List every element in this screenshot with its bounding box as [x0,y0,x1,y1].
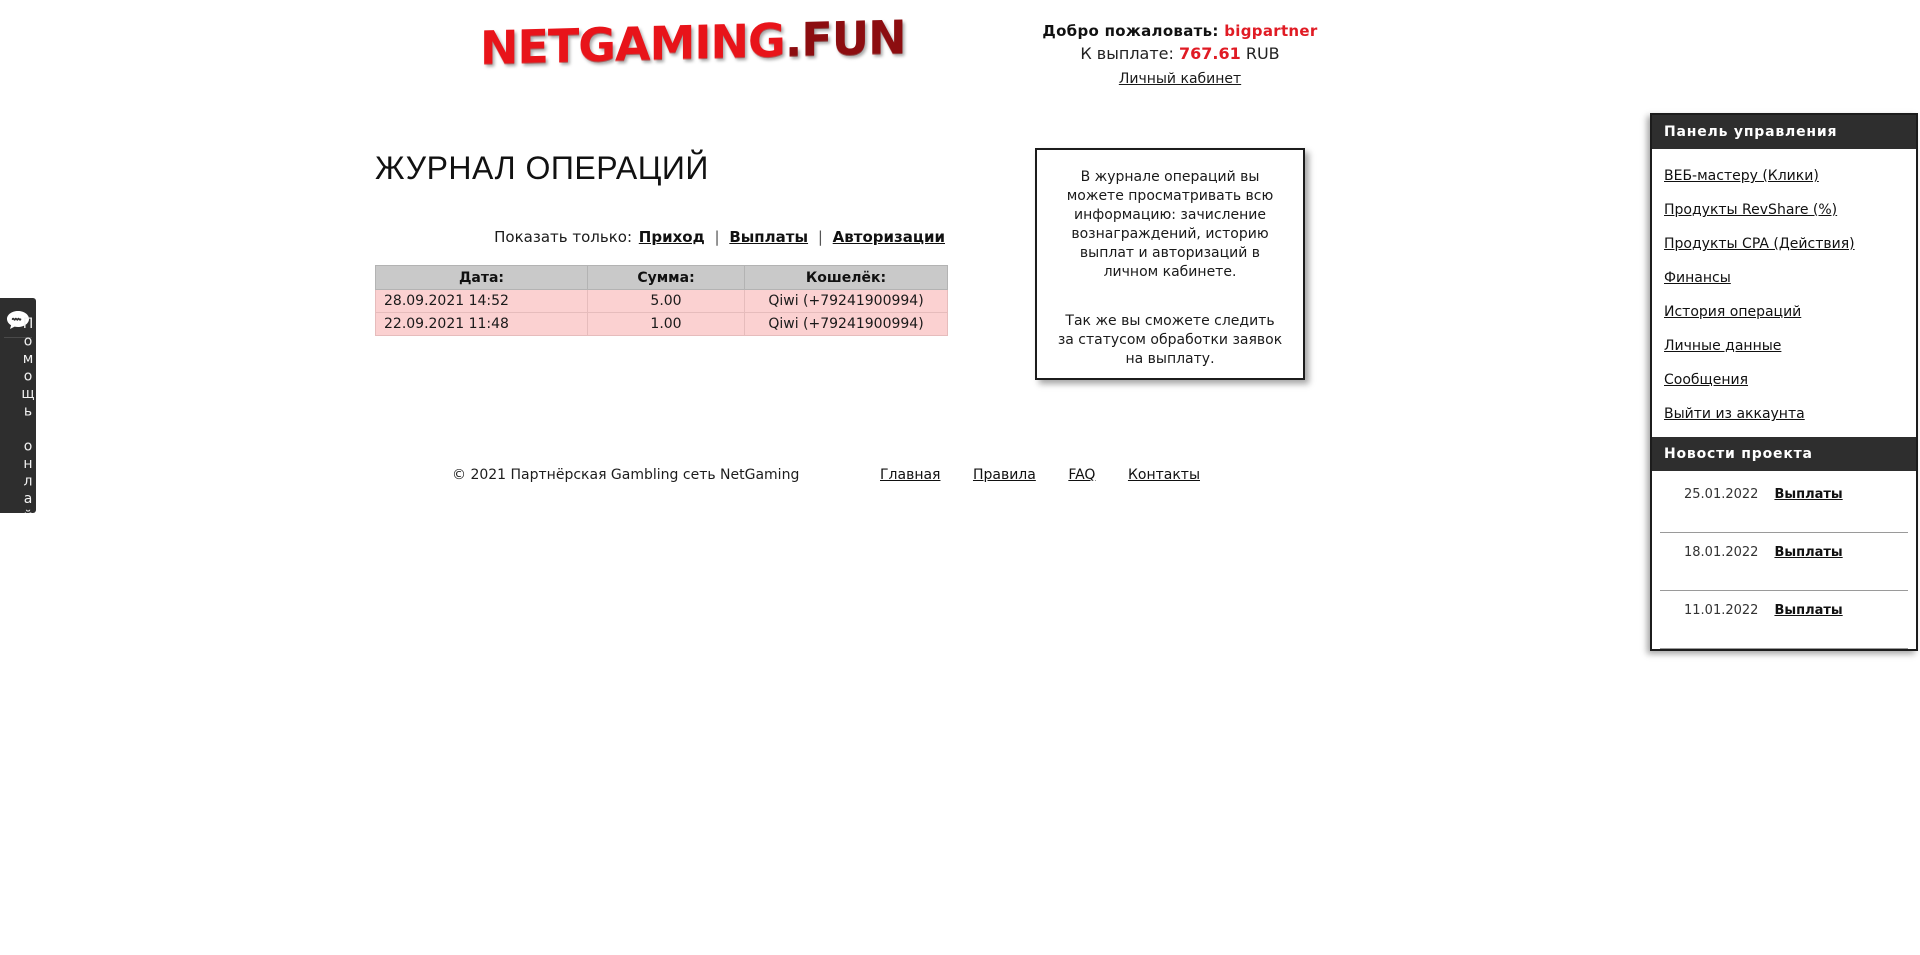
footer-copyright: © 2021 Партнёрская Gambling сеть NetGami… [452,467,800,483]
sidebar-item-revshare-products[interactable]: Продукты RevShare (%) [1652,193,1916,227]
filter-separator-2: | [817,228,823,246]
welcome-line: Добро пожаловать: bigpartner [1010,22,1350,40]
table-row: 22.09.2021 11:48 1.00 Qiwi (+79241900994… [375,312,948,336]
info-paragraph-1: В журнале операций вы можете просматрива… [1066,169,1274,280]
logo-primary-text: NETGAMING [480,12,785,75]
sidebar-item-operations-history[interactable]: История операций [1652,295,1916,329]
sidebar-item-label: Выйти из аккаунта [1664,406,1805,422]
filter-link-authorizations[interactable]: Авторизации [832,228,945,246]
footer-link-rules[interactable]: Правила [972,467,1036,483]
control-panel-nav: ВЕБ-мастеру (Клики) Продукты RevShare (%… [1652,149,1916,437]
personal-account-link[interactable]: Личный кабинет [1118,71,1242,87]
cell-amount: 1.00 [587,312,745,336]
news-panel-body: 25.01.2022 Выплаты 18.01.2022 Выплаты 11… [1652,471,1916,649]
logo-secondary-text: .FUN [784,9,906,67]
help-tab-label: Помощь онлайн [20,316,36,513]
filter-link-income[interactable]: Приход [638,228,705,246]
news-date: 25.01.2022 [1684,487,1759,502]
site-logo[interactable]: NETGAMING.FUN [480,9,906,77]
payout-line: К выплате: 767.61 RUB [1010,44,1350,63]
info-paragraph-2: Так же вы сможете следить за статусом об… [1057,313,1283,367]
sidebar-item-webmaster-clicks[interactable]: ВЕБ-мастеру (Клики) [1652,159,1916,193]
column-header-date: Дата: [375,265,588,290]
news-panel-title: Новости проекта [1652,437,1916,471]
table-header-row: Дата: Сумма: Кошелёк: [375,265,948,290]
sidebar-item-label: Сообщения [1664,372,1749,388]
news-link[interactable]: Выплаты [1774,487,1843,502]
sidebar-item-finances[interactable]: Финансы [1652,261,1916,295]
payout-prefix: К выплате: [1080,44,1174,63]
cell-date: 22.09.2021 11:48 [375,312,588,336]
column-header-wallet: Кошелёк: [744,265,948,290]
welcome-username: bigpartner [1224,22,1318,40]
operations-table: Дата: Сумма: Кошелёк: 28.09.2021 14:52 5… [375,265,948,336]
help-online-tab[interactable]: Помощь онлайн [0,298,36,513]
footer-link-faq[interactable]: FAQ [1068,467,1096,483]
news-date: 18.01.2022 [1684,545,1759,560]
sidebar-item-personal-data[interactable]: Личные данные [1652,329,1916,363]
news-link[interactable]: Выплаты [1774,603,1843,618]
table-row: 28.09.2021 14:52 5.00 Qiwi (+79241900994… [375,289,948,313]
sidebar-item-label: История операций [1664,304,1802,320]
news-list-item: 18.01.2022 Выплаты [1660,533,1908,591]
payout-currency: RUB [1245,44,1280,63]
sidebar-item-label: ВЕБ-мастеру (Клики) [1664,168,1819,184]
filter-link-payouts[interactable]: Выплаты [729,228,809,246]
news-list-item: 25.01.2022 Выплаты [1660,475,1908,533]
payout-amount: 767.61 [1179,44,1241,63]
sidebar-item-label: Продукты RevShare (%) [1664,202,1838,218]
cell-amount: 5.00 [587,289,745,313]
sidebar-item-label: Продукты CPA (Действия) [1664,236,1855,252]
page-title: ЖУРНАЛ ОПЕРАЦИЙ [375,150,709,186]
control-panel-title: Панель управления [1652,115,1916,149]
column-header-amount: Сумма: [587,265,745,290]
news-link[interactable]: Выплаты [1774,545,1843,560]
cell-wallet: Qiwi (+79241900994) [744,289,948,313]
news-date: 11.01.2022 [1684,603,1759,618]
news-list-item: 11.01.2022 Выплаты [1660,591,1908,649]
footer-link-home[interactable]: Главная [880,467,941,483]
sidebar-item-label: Личные данные [1664,338,1782,354]
filter-separator-1: | [714,228,720,246]
footer-link-contacts[interactable]: Контакты [1127,467,1200,483]
speech-bubble-icon [0,304,36,336]
help-tab-divider [4,337,32,338]
filter-bar: Показать только: Приход | Выплаты | Авто… [375,228,947,246]
welcome-prefix: Добро пожаловать: [1042,22,1219,40]
filter-label: Показать только: [494,228,632,246]
welcome-block: Добро пожаловать: bigpartner К выплате: … [1010,22,1350,87]
info-box: В журнале операций вы можете просматрива… [1035,148,1305,380]
cell-date: 28.09.2021 14:52 [375,289,588,313]
sidebar-item-cpa-products[interactable]: Продукты CPA (Действия) [1652,227,1916,261]
control-panel-sidebar: Панель управления ВЕБ-мастеру (Клики) Пр… [1650,113,1918,651]
footer-nav: Главная Правила FAQ Контакты [880,467,1200,483]
cell-wallet: Qiwi (+79241900994) [744,312,948,336]
sidebar-item-label: Финансы [1664,270,1731,286]
sidebar-item-messages[interactable]: Сообщения [1652,363,1916,397]
sidebar-item-logout[interactable]: Выйти из аккаунта [1652,397,1916,431]
